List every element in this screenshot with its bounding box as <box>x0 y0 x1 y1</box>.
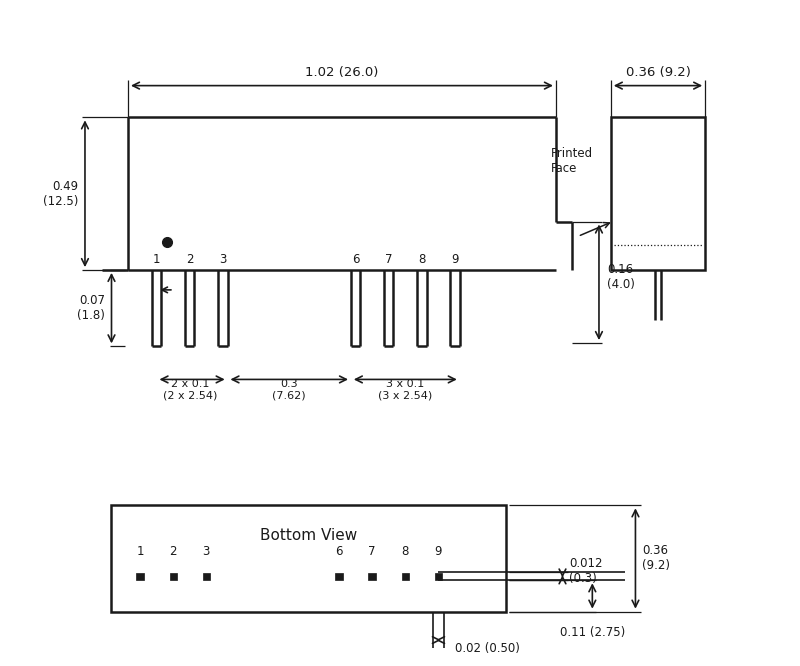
Text: 2: 2 <box>170 545 177 558</box>
Text: 0.49
(12.5): 0.49 (12.5) <box>43 180 78 208</box>
Bar <box>369 573 376 580</box>
Text: 0.11 (2.75): 0.11 (2.75) <box>560 626 625 639</box>
Text: 1: 1 <box>153 253 160 266</box>
Text: 0.3
(7.62): 0.3 (7.62) <box>273 378 306 400</box>
Text: 0.36 (9.2): 0.36 (9.2) <box>626 66 690 79</box>
Text: 2: 2 <box>186 253 194 266</box>
Bar <box>611 117 705 270</box>
Text: 1.02 (26.0): 1.02 (26.0) <box>306 66 378 79</box>
Text: 0.02 (0.50): 0.02 (0.50) <box>455 642 520 655</box>
Bar <box>402 573 409 580</box>
Text: 9: 9 <box>434 545 442 558</box>
Text: Printed
Face: Printed Face <box>551 147 594 174</box>
Bar <box>136 573 144 580</box>
Text: 7: 7 <box>385 253 393 266</box>
Bar <box>202 573 210 580</box>
Text: 7: 7 <box>368 545 376 558</box>
Bar <box>111 505 506 611</box>
Text: 0.012
(0.3): 0.012 (0.3) <box>569 557 602 585</box>
Text: 2 x 0.1
(2 x 2.54): 2 x 0.1 (2 x 2.54) <box>162 378 217 400</box>
Text: 6: 6 <box>335 545 342 558</box>
Text: 0.16
(4.0): 0.16 (4.0) <box>607 263 635 291</box>
Text: 1: 1 <box>136 545 144 558</box>
Text: 0.07
(1.8): 0.07 (1.8) <box>77 294 105 322</box>
Text: 8: 8 <box>418 253 426 266</box>
Text: 8: 8 <box>402 545 409 558</box>
Text: 3: 3 <box>219 253 226 266</box>
Bar <box>170 573 177 580</box>
Text: 6: 6 <box>352 253 359 266</box>
Text: Bottom View: Bottom View <box>260 527 357 543</box>
Text: 0.36
(9.2): 0.36 (9.2) <box>642 545 670 573</box>
Text: 3 x 0.1
(3 x 2.54): 3 x 0.1 (3 x 2.54) <box>378 378 433 400</box>
Bar <box>435 573 442 580</box>
Bar <box>335 573 342 580</box>
Text: 9: 9 <box>451 253 458 266</box>
Text: 3: 3 <box>202 545 210 558</box>
